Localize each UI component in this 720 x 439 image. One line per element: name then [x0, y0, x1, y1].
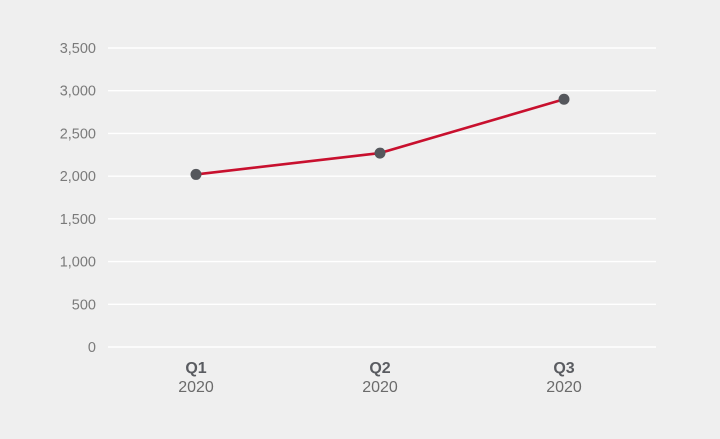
x-category-sublabel: 2020 — [546, 379, 582, 396]
grid-layer — [108, 47, 656, 348]
data-point — [374, 147, 386, 159]
y-tick-label: 1,000 — [60, 255, 96, 271]
data-point — [190, 168, 202, 180]
series-layer — [190, 93, 570, 180]
series-line — [194, 97, 566, 176]
data-point — [558, 93, 570, 105]
y-tick-label: 2,000 — [60, 169, 96, 185]
x-axis-labels: Q1 2020 Q2 2020 Q3 2020 — [178, 360, 582, 396]
x-category-label: Q3 — [553, 360, 574, 377]
y-tick-label: 1,500 — [60, 212, 96, 228]
y-tick-label: 3,000 — [60, 84, 96, 100]
y-tick-label: 0 — [88, 340, 96, 356]
x-category-sublabel: 2020 — [178, 379, 214, 396]
y-tick-label: 2,500 — [60, 126, 96, 142]
y-tick-label: 500 — [72, 297, 96, 313]
x-category-label: Q1 — [185, 360, 206, 377]
y-axis-ticks: 0 500 1,000 1,500 2,000 2,500 3,000 3,500 — [60, 41, 96, 356]
x-category-label: Q2 — [369, 360, 390, 377]
x-category-sublabel: 2020 — [362, 379, 398, 396]
y-tick-label: 3,500 — [60, 41, 96, 57]
